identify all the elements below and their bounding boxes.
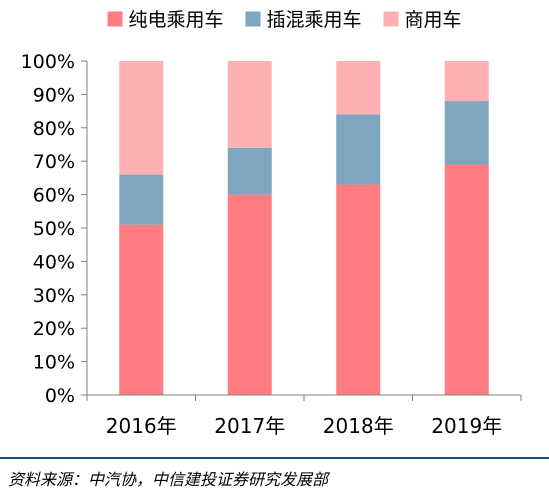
x-tick-label: 2017年 <box>214 414 285 438</box>
y-tick-label: 100% <box>21 51 75 73</box>
legend: 纯电乘用车 插混乘用车 商用车 <box>107 9 462 31</box>
legend-label: 纯电乘用车 <box>129 9 224 31</box>
y-tick-label: 60% <box>33 185 75 207</box>
legend-swatch <box>107 11 123 27</box>
bars <box>119 61 489 395</box>
legend-label: 商用车 <box>405 9 462 31</box>
footer-rule <box>0 457 549 459</box>
stacked-bar-chart: 纯电乘用车 插混乘用车 商用车 0% 10% 20% 30% 40% 50% 60% 70% 80%… <box>21 9 522 438</box>
bar-segment <box>227 194 272 395</box>
y-tick-label: 0% <box>45 385 75 407</box>
x-axis: 2016年 2017年 2018年 2019年 <box>86 394 522 438</box>
y-axis: 0% 10% 20% 30% 40% 50% 60% 70% 80% 90% 100% <box>21 51 88 407</box>
x-tick-label: 2016年 <box>106 414 177 438</box>
legend-swatch <box>383 11 399 27</box>
legend-item: 插混乘用车 <box>245 9 362 31</box>
legend-label: 插混乘用车 <box>267 9 362 31</box>
y-tick-label: 30% <box>33 285 75 307</box>
bar-segment <box>336 114 381 185</box>
bar-segment <box>227 147 272 195</box>
y-tick-label: 20% <box>33 318 75 340</box>
source-note: 资料来源：中汽协，中信建投证券研究发展部 <box>8 470 329 489</box>
bar-segment <box>444 61 489 102</box>
bar-segment <box>336 184 381 395</box>
x-tick-label: 2019年 <box>431 414 502 438</box>
legend-item: 商用车 <box>383 9 462 31</box>
y-tick-label: 90% <box>33 84 75 106</box>
legend-swatch <box>245 11 261 27</box>
y-tick-label: 10% <box>33 352 75 374</box>
bar-segment <box>119 61 164 175</box>
y-tick-label: 70% <box>33 151 75 173</box>
x-tick-label: 2018年 <box>323 414 394 438</box>
bar-segment <box>444 101 489 165</box>
legend-item: 纯电乘用车 <box>107 9 224 31</box>
y-tick-label: 50% <box>33 218 75 240</box>
bar-segment <box>444 164 489 395</box>
y-tick-label: 40% <box>33 251 75 273</box>
y-tick-label: 80% <box>33 118 75 140</box>
bar-segment <box>119 174 164 225</box>
bar-segment <box>336 61 381 115</box>
bar-segment <box>119 224 164 395</box>
bar-segment <box>227 61 272 148</box>
